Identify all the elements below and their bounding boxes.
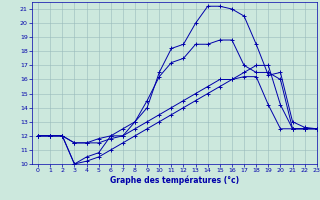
X-axis label: Graphe des températures (°c): Graphe des températures (°c): [110, 176, 239, 185]
